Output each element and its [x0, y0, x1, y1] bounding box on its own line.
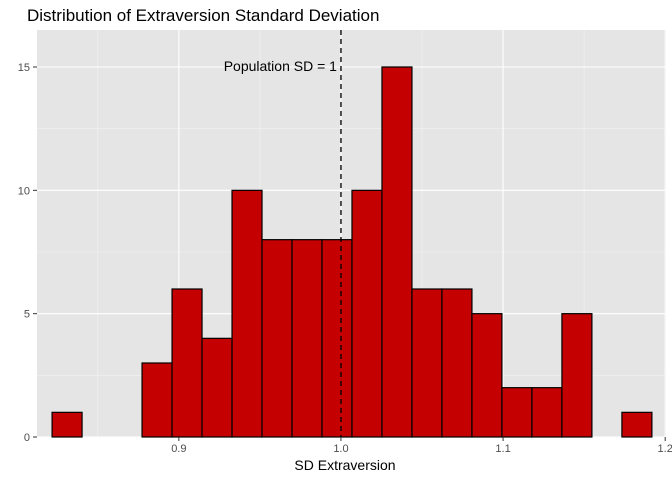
- histogram-bar: [201, 337, 233, 438]
- histogram-bar: [561, 313, 593, 438]
- reference-line-label: Population SD = 1: [224, 58, 337, 74]
- histogram-bars: [51, 66, 653, 438]
- y-axis: 0 5 10 15: [18, 62, 37, 444]
- reference-line-group: Population SD = 1: [224, 30, 342, 437]
- chart-title: Distribution of Extraversion Standard De…: [27, 6, 379, 25]
- histogram-bar: [381, 66, 413, 438]
- histogram-bar: [501, 387, 533, 438]
- histogram-bar: [441, 288, 473, 438]
- x-axis-title: SD Extraversion: [294, 457, 395, 473]
- x-tick-label: 1.1: [495, 443, 510, 455]
- x-axis: 0.9 1.0 1.1 1.2: [171, 437, 672, 455]
- histogram-bar: [231, 189, 263, 438]
- histogram-bar: [531, 387, 563, 438]
- histogram-bar: [291, 239, 323, 438]
- x-tick-label: 1.0: [333, 443, 348, 455]
- y-tick-label: 5: [24, 309, 30, 321]
- x-tick-label: 0.9: [171, 443, 186, 455]
- histogram-bar: [171, 288, 203, 438]
- histogram-bar: [351, 189, 383, 438]
- y-tick-label: 10: [18, 185, 30, 197]
- x-tick-label: 1.2: [658, 443, 672, 455]
- histogram-bar: [51, 411, 83, 438]
- histogram-bar: [411, 288, 443, 438]
- histogram-bar: [471, 313, 503, 438]
- histogram-bar: [321, 239, 353, 438]
- y-tick-label: 0: [24, 432, 30, 444]
- histogram-bar: [621, 411, 653, 438]
- histogram-bar: [261, 239, 293, 438]
- y-tick-label: 15: [18, 62, 30, 74]
- histogram-bar: [141, 362, 173, 438]
